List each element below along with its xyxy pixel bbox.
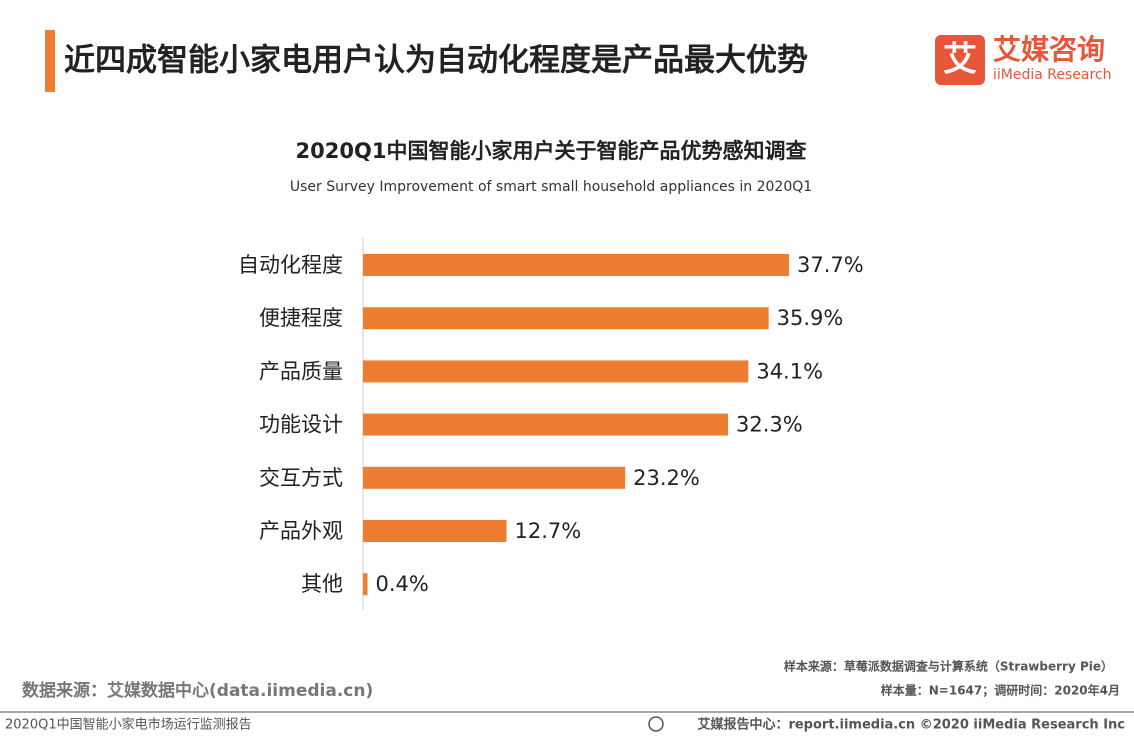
value-label: 23.2% xyxy=(633,466,700,490)
footer-left: 2020Q1中国智能小家电市场运行监测报告 xyxy=(5,717,252,733)
category-label: 产品外观 xyxy=(259,519,343,543)
value-label: 34.1% xyxy=(756,359,823,383)
category-label: 便捷程度 xyxy=(259,306,343,330)
bar xyxy=(363,413,728,436)
value-label: 35.9% xyxy=(777,306,844,330)
value-label: 37.7% xyxy=(797,253,864,277)
category-label: 其他 xyxy=(301,572,343,596)
logo-box xyxy=(935,35,985,85)
category-label: 自动化程度 xyxy=(238,253,343,277)
category-label: 功能设计 xyxy=(259,413,343,437)
bar xyxy=(363,520,507,542)
category-label: 交互方式 xyxy=(259,466,343,490)
globe-icon xyxy=(648,716,664,732)
value-label: 32.3% xyxy=(736,413,803,437)
value-label: 12.7% xyxy=(515,519,582,543)
footer-right: 艾媒报告中心：report.iimedia.cn ©2020 iiMedia R… xyxy=(697,717,1125,733)
page-title: 近四成智能小家电用户认为自动化程度是产品最大优势 xyxy=(64,43,808,79)
logo-mark: 艾 xyxy=(943,40,977,80)
bar xyxy=(363,307,769,330)
bar xyxy=(363,360,749,383)
sample-source: 样本来源：草莓派数据调查与计算系统（Strawberry Pie） xyxy=(784,659,1113,674)
bar xyxy=(363,466,626,489)
category-label: 产品质量 xyxy=(259,359,343,383)
bar xyxy=(363,254,790,276)
data-source: 数据来源：艾媒数据中心(data.iimedia.cn) xyxy=(22,680,373,701)
chart-subtitle: User Survey Improvement of smart small h… xyxy=(290,179,812,195)
logo-sub: iiMedia Research xyxy=(993,67,1112,83)
sample-size: 样本量：N=1647；调研时间：2020年4月 xyxy=(881,683,1120,698)
chart-title: 2020Q1中国智能小家用户关于智能产品优势感知调查 xyxy=(296,139,807,163)
value-label: 0.4% xyxy=(376,572,429,596)
logo-name: 艾媒咨询 xyxy=(993,33,1105,66)
bar xyxy=(363,573,368,596)
title-accent xyxy=(45,30,55,92)
